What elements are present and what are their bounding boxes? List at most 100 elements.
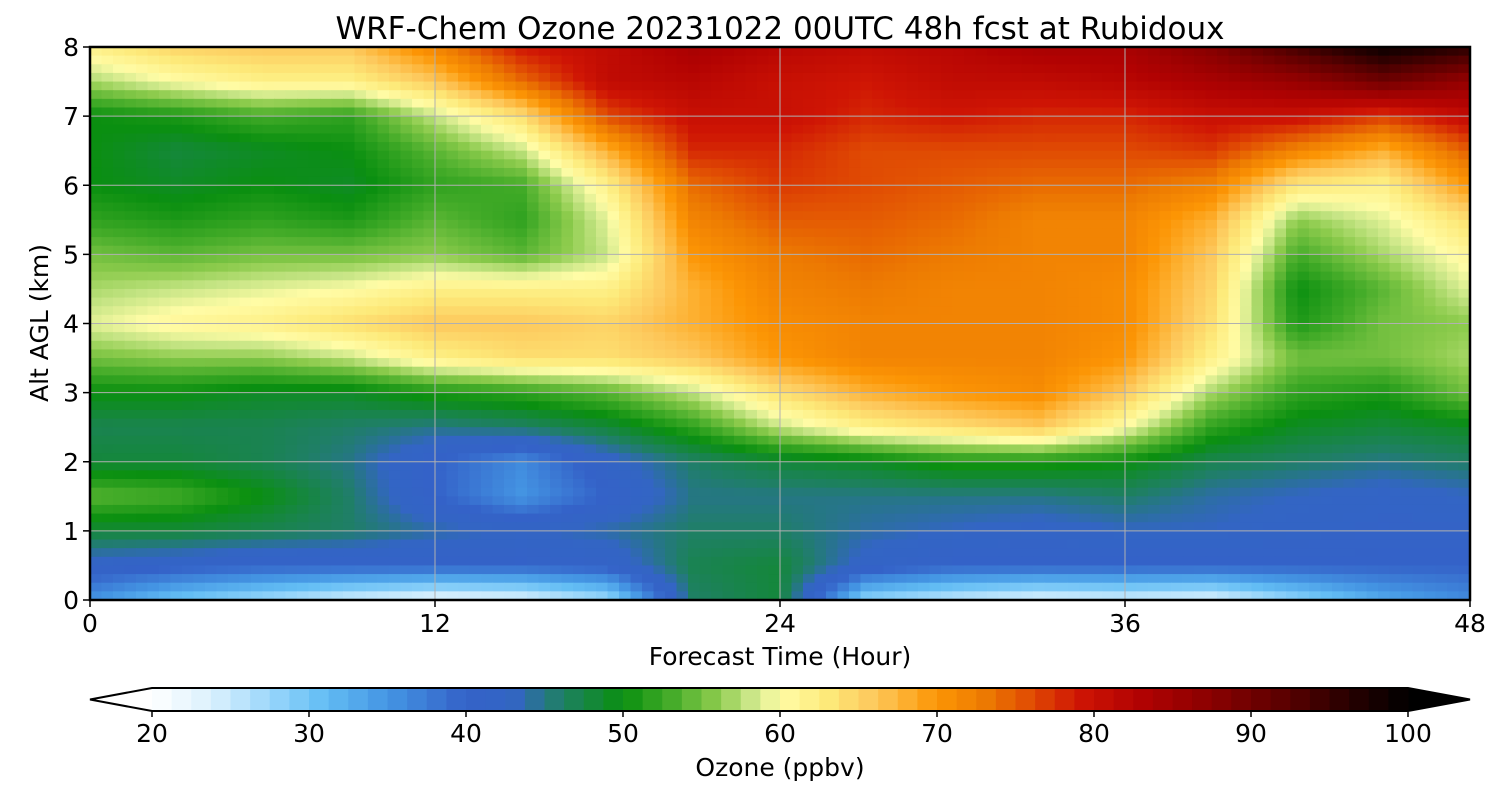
heatmap-cell xyxy=(1297,167,1310,178)
heatmap-cell xyxy=(1412,98,1425,109)
heatmap-cell xyxy=(619,323,632,333)
heatmap-cell xyxy=(1366,383,1379,394)
heatmap-cell xyxy=(1332,72,1345,83)
heatmap-cell xyxy=(1401,219,1414,230)
heatmap-cell xyxy=(1079,297,1092,307)
heatmap-cell xyxy=(1320,392,1333,402)
heatmap-cell xyxy=(228,392,241,402)
heatmap-cell xyxy=(228,401,241,411)
heatmap-cell xyxy=(699,228,712,238)
heatmap-cell xyxy=(469,392,482,402)
heatmap-cell xyxy=(205,47,218,57)
heatmap-cell xyxy=(1067,55,1080,65)
heatmap-cell xyxy=(216,401,229,411)
heatmap-cell xyxy=(1033,167,1046,178)
heatmap-cell xyxy=(998,176,1011,186)
heatmap-cell xyxy=(630,401,643,411)
heatmap-cell xyxy=(768,116,781,126)
heatmap-cell xyxy=(1447,280,1460,290)
heatmap-cell xyxy=(837,332,850,342)
heatmap-cell xyxy=(952,116,965,126)
heatmap-cell xyxy=(607,202,620,212)
heatmap-cell xyxy=(872,358,885,368)
heatmap-cell xyxy=(251,107,264,117)
heatmap-cell xyxy=(159,98,172,109)
heatmap-cell xyxy=(895,211,908,221)
heatmap-cell xyxy=(331,55,344,65)
heatmap-cell xyxy=(504,124,517,135)
heatmap-cell xyxy=(1378,202,1391,212)
heatmap-cell xyxy=(492,55,505,65)
heatmap-cell xyxy=(745,116,758,126)
heatmap-cell xyxy=(883,98,896,109)
heatmap-cell xyxy=(550,219,563,230)
heatmap-cell xyxy=(216,81,229,91)
heatmap-cell xyxy=(1010,150,1023,160)
heatmap-cell xyxy=(469,375,482,385)
heatmap-cell xyxy=(780,219,793,230)
heatmap-cell xyxy=(1240,271,1253,281)
heatmap-cell xyxy=(860,306,873,316)
heatmap-cell xyxy=(895,271,908,281)
heatmap-cell xyxy=(1171,167,1184,178)
heatmap-cell xyxy=(458,193,471,204)
heatmap-cell xyxy=(895,219,908,230)
heatmap-cell xyxy=(1010,116,1023,126)
heatmap-cell xyxy=(1297,323,1310,333)
heatmap-cell xyxy=(596,340,609,351)
heatmap-cell xyxy=(1136,392,1149,402)
heatmap-cell xyxy=(1044,323,1057,333)
heatmap-cell xyxy=(964,150,977,160)
heatmap-cell xyxy=(377,323,390,333)
heatmap-cell xyxy=(1090,72,1103,83)
heatmap-cell xyxy=(1343,142,1356,152)
heatmap-cell xyxy=(101,116,114,126)
heatmap-cell xyxy=(251,297,264,307)
heatmap-cell xyxy=(849,81,862,91)
heatmap-cell xyxy=(297,193,310,204)
heatmap-cell xyxy=(389,133,402,143)
heatmap-cell xyxy=(1102,185,1115,195)
heatmap-cell xyxy=(297,124,310,135)
heatmap-cell xyxy=(1044,124,1057,135)
heatmap-cell xyxy=(343,176,356,186)
heatmap-cell xyxy=(1136,271,1149,281)
heatmap-cell xyxy=(1010,323,1023,333)
heatmap-cell xyxy=(837,375,850,385)
heatmap-cell xyxy=(481,185,494,195)
heatmap-cell xyxy=(1217,288,1230,299)
heatmap-cell xyxy=(113,280,126,290)
heatmap-cell xyxy=(1067,332,1080,342)
heatmap-cell xyxy=(883,366,896,376)
heatmap-cell xyxy=(1435,107,1448,117)
heatmap-cell xyxy=(262,237,275,247)
heatmap-cell xyxy=(1010,228,1023,238)
heatmap-cell xyxy=(607,64,620,74)
heatmap-cell xyxy=(492,254,505,264)
heatmap-cell xyxy=(1309,263,1322,273)
heatmap-cell xyxy=(1401,176,1414,186)
heatmap-cell xyxy=(1320,297,1333,307)
heatmap-cell xyxy=(653,116,666,126)
heatmap-cell xyxy=(722,142,735,152)
heatmap-cell xyxy=(550,81,563,91)
heatmap-cell xyxy=(147,176,160,186)
heatmap-cell xyxy=(1079,142,1092,152)
heatmap-cell xyxy=(446,219,459,230)
heatmap-cell xyxy=(883,116,896,126)
heatmap-cell xyxy=(1136,314,1149,325)
heatmap-cell xyxy=(1079,375,1092,385)
heatmap-cell xyxy=(458,297,471,307)
heatmap-cell xyxy=(1251,332,1264,342)
heatmap-cell xyxy=(722,64,735,74)
heatmap-cell xyxy=(630,142,643,152)
heatmap-cell xyxy=(711,349,724,359)
heatmap-cell xyxy=(1148,349,1161,359)
heatmap-cell xyxy=(515,340,528,351)
heatmap-cell xyxy=(90,150,103,160)
heatmap-cell xyxy=(780,254,793,264)
heatmap-cell xyxy=(722,392,735,402)
heatmap-cell xyxy=(998,159,1011,169)
heatmap-cell xyxy=(1297,55,1310,65)
heatmap-cell xyxy=(216,159,229,169)
